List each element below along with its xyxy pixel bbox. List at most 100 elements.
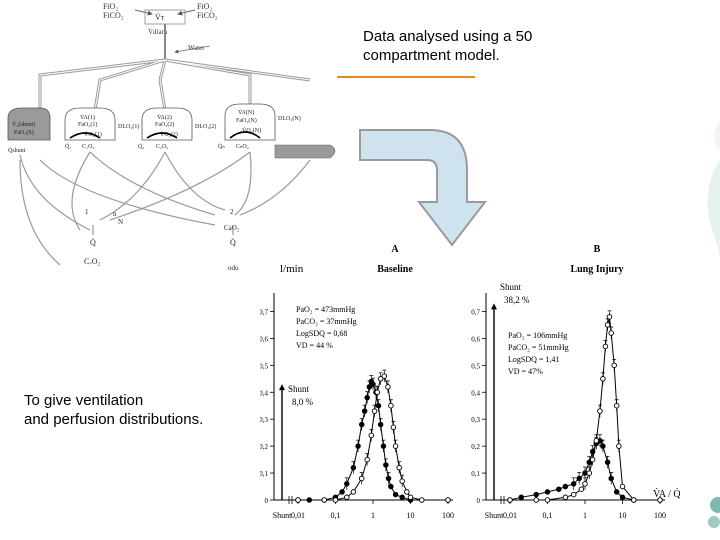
- vt-label: V̇ᴛ: [155, 13, 165, 22]
- data-point-filled: [613, 489, 620, 495]
- data-point-open: [631, 497, 637, 503]
- data-point-open: [364, 456, 370, 463]
- data-point-open: [619, 483, 626, 490]
- data-point-open: [582, 481, 588, 487]
- qshunt-label: Q̇shunt: [8, 147, 26, 154]
- fico2-right-label: FiCO₂: [197, 11, 218, 20]
- x-tick-label: 10: [619, 511, 627, 520]
- data-point-filled: [570, 481, 577, 487]
- data-point-open: [507, 497, 513, 503]
- node-n-left: n: [113, 210, 117, 218]
- comp1-fao2: FaO₂(1): [78, 121, 97, 128]
- x-tick-label: 100: [654, 511, 666, 520]
- y-tick-label: 0,1: [260, 470, 269, 478]
- data-point-open: [392, 443, 399, 449]
- data-point-filled: [604, 459, 611, 466]
- data-point-filled: [619, 494, 626, 501]
- y-tick-label: 0: [265, 497, 269, 505]
- airway-tree-inner: [39, 59, 311, 111]
- y-tick-label: 0,2: [260, 443, 269, 451]
- compn-va: V̇A(N): [238, 109, 254, 116]
- y-tick-label: 0,5: [260, 362, 269, 370]
- data-point-filled: [544, 489, 551, 495]
- data-point-filled: [339, 489, 345, 495]
- caption-bottom: To give ventilation and perfusion distri…: [24, 391, 203, 429]
- curved-arrow: [359, 129, 488, 247]
- data-point-filled: [370, 381, 376, 387]
- compn-fao2: FaO₂(N): [236, 117, 257, 124]
- node-N-left: N: [118, 218, 123, 226]
- compartment-2: [141, 107, 193, 141]
- annotation-line: VD = 44 %: [296, 341, 333, 350]
- data-point-open: [606, 314, 613, 320]
- data-point-filled: [383, 462, 389, 468]
- inflow-arrow-right: [177, 9, 196, 16]
- comp2-fao2: FaO₂(2): [155, 121, 174, 128]
- data-point-filled: [576, 475, 582, 482]
- data-point-open: [419, 497, 425, 503]
- annotation-line: PaCO₂ = 37mmHg: [296, 317, 357, 326]
- compn-vo2: V̇O₂(N): [242, 127, 261, 134]
- compartment-model-diagram: FiO₂ FiCO₂ FiO₂ FiCO₂ V̇ᴛ V̇diam Water V…: [7, 2, 336, 272]
- q-in-label: Q̇: [90, 237, 96, 247]
- data-point-filled: [518, 494, 525, 501]
- comp2-va: V̇A(2): [157, 114, 172, 121]
- blood-flow-lines: [19, 151, 311, 266]
- decor-right-edge: [707, 120, 720, 528]
- cno2-label: CₙO₂: [236, 144, 249, 150]
- comp2-dlo2: DLO₂(2): [195, 123, 216, 130]
- y-unit-label: l/min: [280, 263, 304, 275]
- data-point-open: [604, 322, 611, 328]
- data-point-filled: [355, 443, 361, 449]
- shunt-box-label-2: FaO₂(S): [14, 129, 34, 136]
- x-tick-label: 10: [407, 511, 415, 520]
- fico2-left-label: FiCO₂: [103, 11, 124, 20]
- data-point-filled: [361, 408, 368, 414]
- data-point-open: [608, 330, 614, 336]
- data-point-filled: [366, 384, 373, 390]
- data-point-open: [404, 489, 410, 495]
- shunt-arrowhead: [279, 384, 285, 391]
- airway-tree: [38, 58, 311, 111]
- x-tick-label: 1: [371, 511, 375, 520]
- fio2-right-label: FiO₂: [197, 2, 212, 11]
- caption-top: Data analysed using a 50 compartment mod…: [363, 27, 532, 65]
- y-tick-label: 0,1: [471, 470, 480, 478]
- data-point-filled: [392, 491, 399, 498]
- y-tick-label: 0,7: [471, 308, 480, 316]
- data-point-open: [544, 497, 551, 503]
- data-point-open: [332, 497, 339, 503]
- x-tick-label: 1: [583, 511, 587, 520]
- data-point-filled: [385, 475, 392, 482]
- compn-flow-arrow: [229, 131, 261, 139]
- data-point-open: [445, 497, 451, 503]
- y-tick-label: 0,3: [260, 416, 269, 424]
- x-tick-label: 0,01: [503, 511, 517, 520]
- panel-title: Lung Injury: [570, 264, 623, 275]
- data-point-filled: [388, 483, 394, 490]
- x-tick-label: 0,1: [543, 511, 553, 520]
- data-point-open: [396, 464, 402, 471]
- node-2: 2: [230, 208, 234, 216]
- compartment-n: [224, 103, 276, 141]
- y-tick-label: 0,6: [260, 335, 269, 343]
- data-point-open: [321, 497, 327, 503]
- data-point-filled: [377, 421, 384, 428]
- annotation-line: LogSDQ = 0,68: [296, 329, 347, 338]
- panel-letter: B: [594, 244, 601, 255]
- data-point-filled: [608, 475, 614, 482]
- data-point-open: [344, 494, 350, 501]
- y-tick-label: 0,7: [260, 308, 269, 316]
- qn-label: Q̇ₙ: [218, 143, 225, 150]
- data-point-open: [388, 402, 394, 409]
- data-point-open: [374, 389, 381, 396]
- data-point-open: [597, 408, 603, 414]
- fio2-left-label: FiO₂: [103, 2, 118, 11]
- data-point-open: [390, 424, 397, 431]
- annotation-line: PaO₂ = 106mmHg: [508, 331, 567, 340]
- y-tick-label: 0,6: [471, 335, 480, 343]
- shunt-percent: 8,0 %: [292, 397, 314, 407]
